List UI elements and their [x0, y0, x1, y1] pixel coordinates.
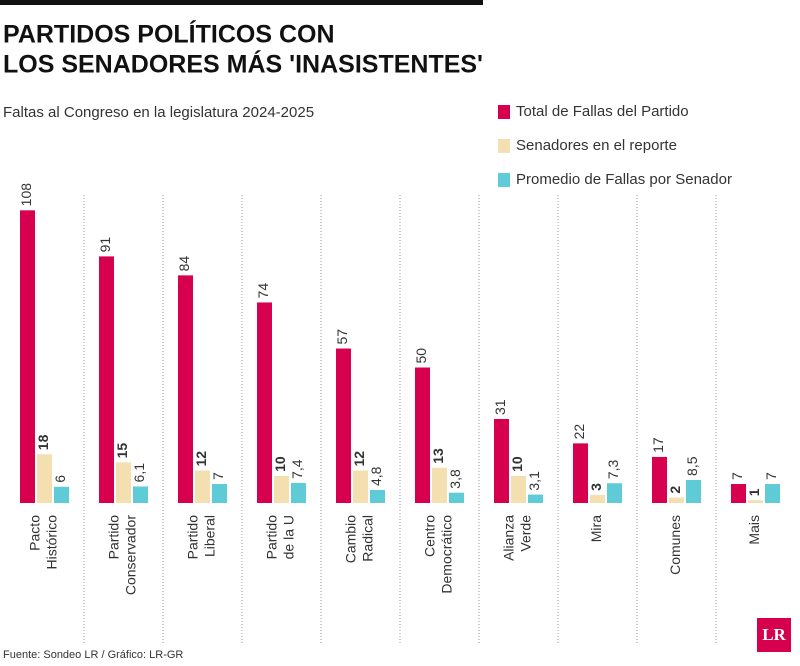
- value-label: 2: [667, 486, 683, 494]
- bar: [652, 456, 667, 503]
- bar: [133, 486, 148, 503]
- value-label: 84: [176, 256, 192, 272]
- x-tick-label: Alianza: [501, 515, 517, 561]
- legend-swatch: [498, 173, 510, 187]
- value-label: 108: [18, 183, 34, 207]
- value-label: 3,8: [447, 469, 463, 489]
- x-tick-label: Conservador: [123, 515, 139, 595]
- value-label: 7,3: [605, 460, 621, 480]
- value-label: 7,4: [289, 459, 305, 479]
- bar: [370, 489, 385, 503]
- legend-label: Senadores en el reporte: [516, 137, 677, 154]
- value-label: 13: [430, 448, 446, 464]
- bar: [415, 367, 430, 503]
- value-label: 12: [193, 451, 209, 467]
- chart-subtitle: Faltas al Congreso en la legislatura 202…: [3, 104, 314, 121]
- value-label: 31: [492, 399, 508, 415]
- value-label: 57: [334, 329, 350, 345]
- value-label: 10: [272, 456, 288, 472]
- bar: [257, 302, 272, 503]
- bar: [686, 479, 701, 503]
- value-label: 15: [114, 443, 130, 459]
- bar: [590, 494, 605, 503]
- logo-box: [757, 618, 791, 652]
- bar: [54, 486, 69, 503]
- bar: [37, 454, 52, 503]
- bar: [494, 418, 509, 503]
- value-label: 4,8: [368, 466, 384, 486]
- bar: [212, 484, 227, 503]
- value-label: 3: [588, 483, 604, 491]
- bar: [336, 348, 351, 503]
- value-label: 17: [650, 437, 666, 453]
- bar: [116, 462, 131, 503]
- value-label: 7: [729, 472, 745, 480]
- x-tick-label: Mira: [588, 515, 604, 542]
- value-label: 22: [571, 424, 587, 440]
- bar: [195, 470, 210, 503]
- bar: [291, 482, 306, 503]
- value-label: 3,1: [526, 471, 542, 491]
- x-tick-label: Histórico: [44, 515, 60, 570]
- value-label: 7: [763, 472, 779, 480]
- x-tick-label: Pacto: [27, 515, 43, 551]
- value-label: 50: [413, 348, 429, 364]
- bar: [99, 256, 114, 503]
- bar: [573, 443, 588, 503]
- value-label: 10: [509, 456, 525, 472]
- x-tick-label: Democrático: [439, 515, 455, 594]
- x-tick-label: Radical: [360, 515, 376, 562]
- legend-swatch: [498, 105, 510, 119]
- value-label: 6: [52, 475, 68, 483]
- x-tick-label: Partido: [106, 515, 122, 560]
- bar: [178, 275, 193, 503]
- bar: [528, 494, 543, 503]
- bar: [353, 470, 368, 503]
- bar: [748, 500, 763, 503]
- value-label: 6,1: [131, 463, 147, 483]
- x-tick-label: Cambio: [343, 515, 359, 563]
- top-rule: [0, 0, 483, 5]
- bar: [669, 497, 684, 503]
- x-tick-label: Liberal: [202, 515, 218, 557]
- x-tick-label: Mais: [746, 515, 762, 545]
- chart-title: LOS SENADORES MÁS 'INASISTENTES': [3, 50, 483, 79]
- bar: [274, 475, 289, 503]
- logo: LR: [762, 625, 786, 644]
- x-tick-label: Verde: [518, 515, 534, 552]
- bar: [607, 483, 622, 503]
- value-label: 7: [210, 472, 226, 480]
- bar: [511, 475, 526, 503]
- x-tick-label: Partido: [185, 515, 201, 560]
- value-label: 1: [746, 488, 762, 496]
- legend-label: Total de Fallas del Partido: [516, 103, 689, 120]
- bar: [765, 484, 780, 503]
- value-label: 74: [255, 283, 271, 299]
- value-label: 18: [35, 434, 51, 450]
- bar: [432, 467, 447, 503]
- value-label: 12: [351, 451, 367, 467]
- source: Fuente: Sondeo LR / Gráfico: LR-GR: [3, 649, 183, 661]
- bar: [731, 484, 746, 503]
- chart-title: PARTIDOS POLÍTICOS CON: [3, 20, 335, 49]
- legend-label: Promedio de Fallas por Senador: [516, 171, 732, 188]
- legend-swatch: [498, 139, 510, 153]
- x-tick-label: de la U: [281, 515, 297, 559]
- x-tick-label: Comunes: [667, 515, 683, 575]
- value-label: 91: [97, 237, 113, 253]
- x-tick-label: Centro: [422, 515, 438, 557]
- x-tick-label: Partido: [264, 515, 280, 560]
- value-label: 8,5: [684, 456, 700, 476]
- bar: [20, 210, 35, 503]
- bar: [449, 492, 464, 503]
